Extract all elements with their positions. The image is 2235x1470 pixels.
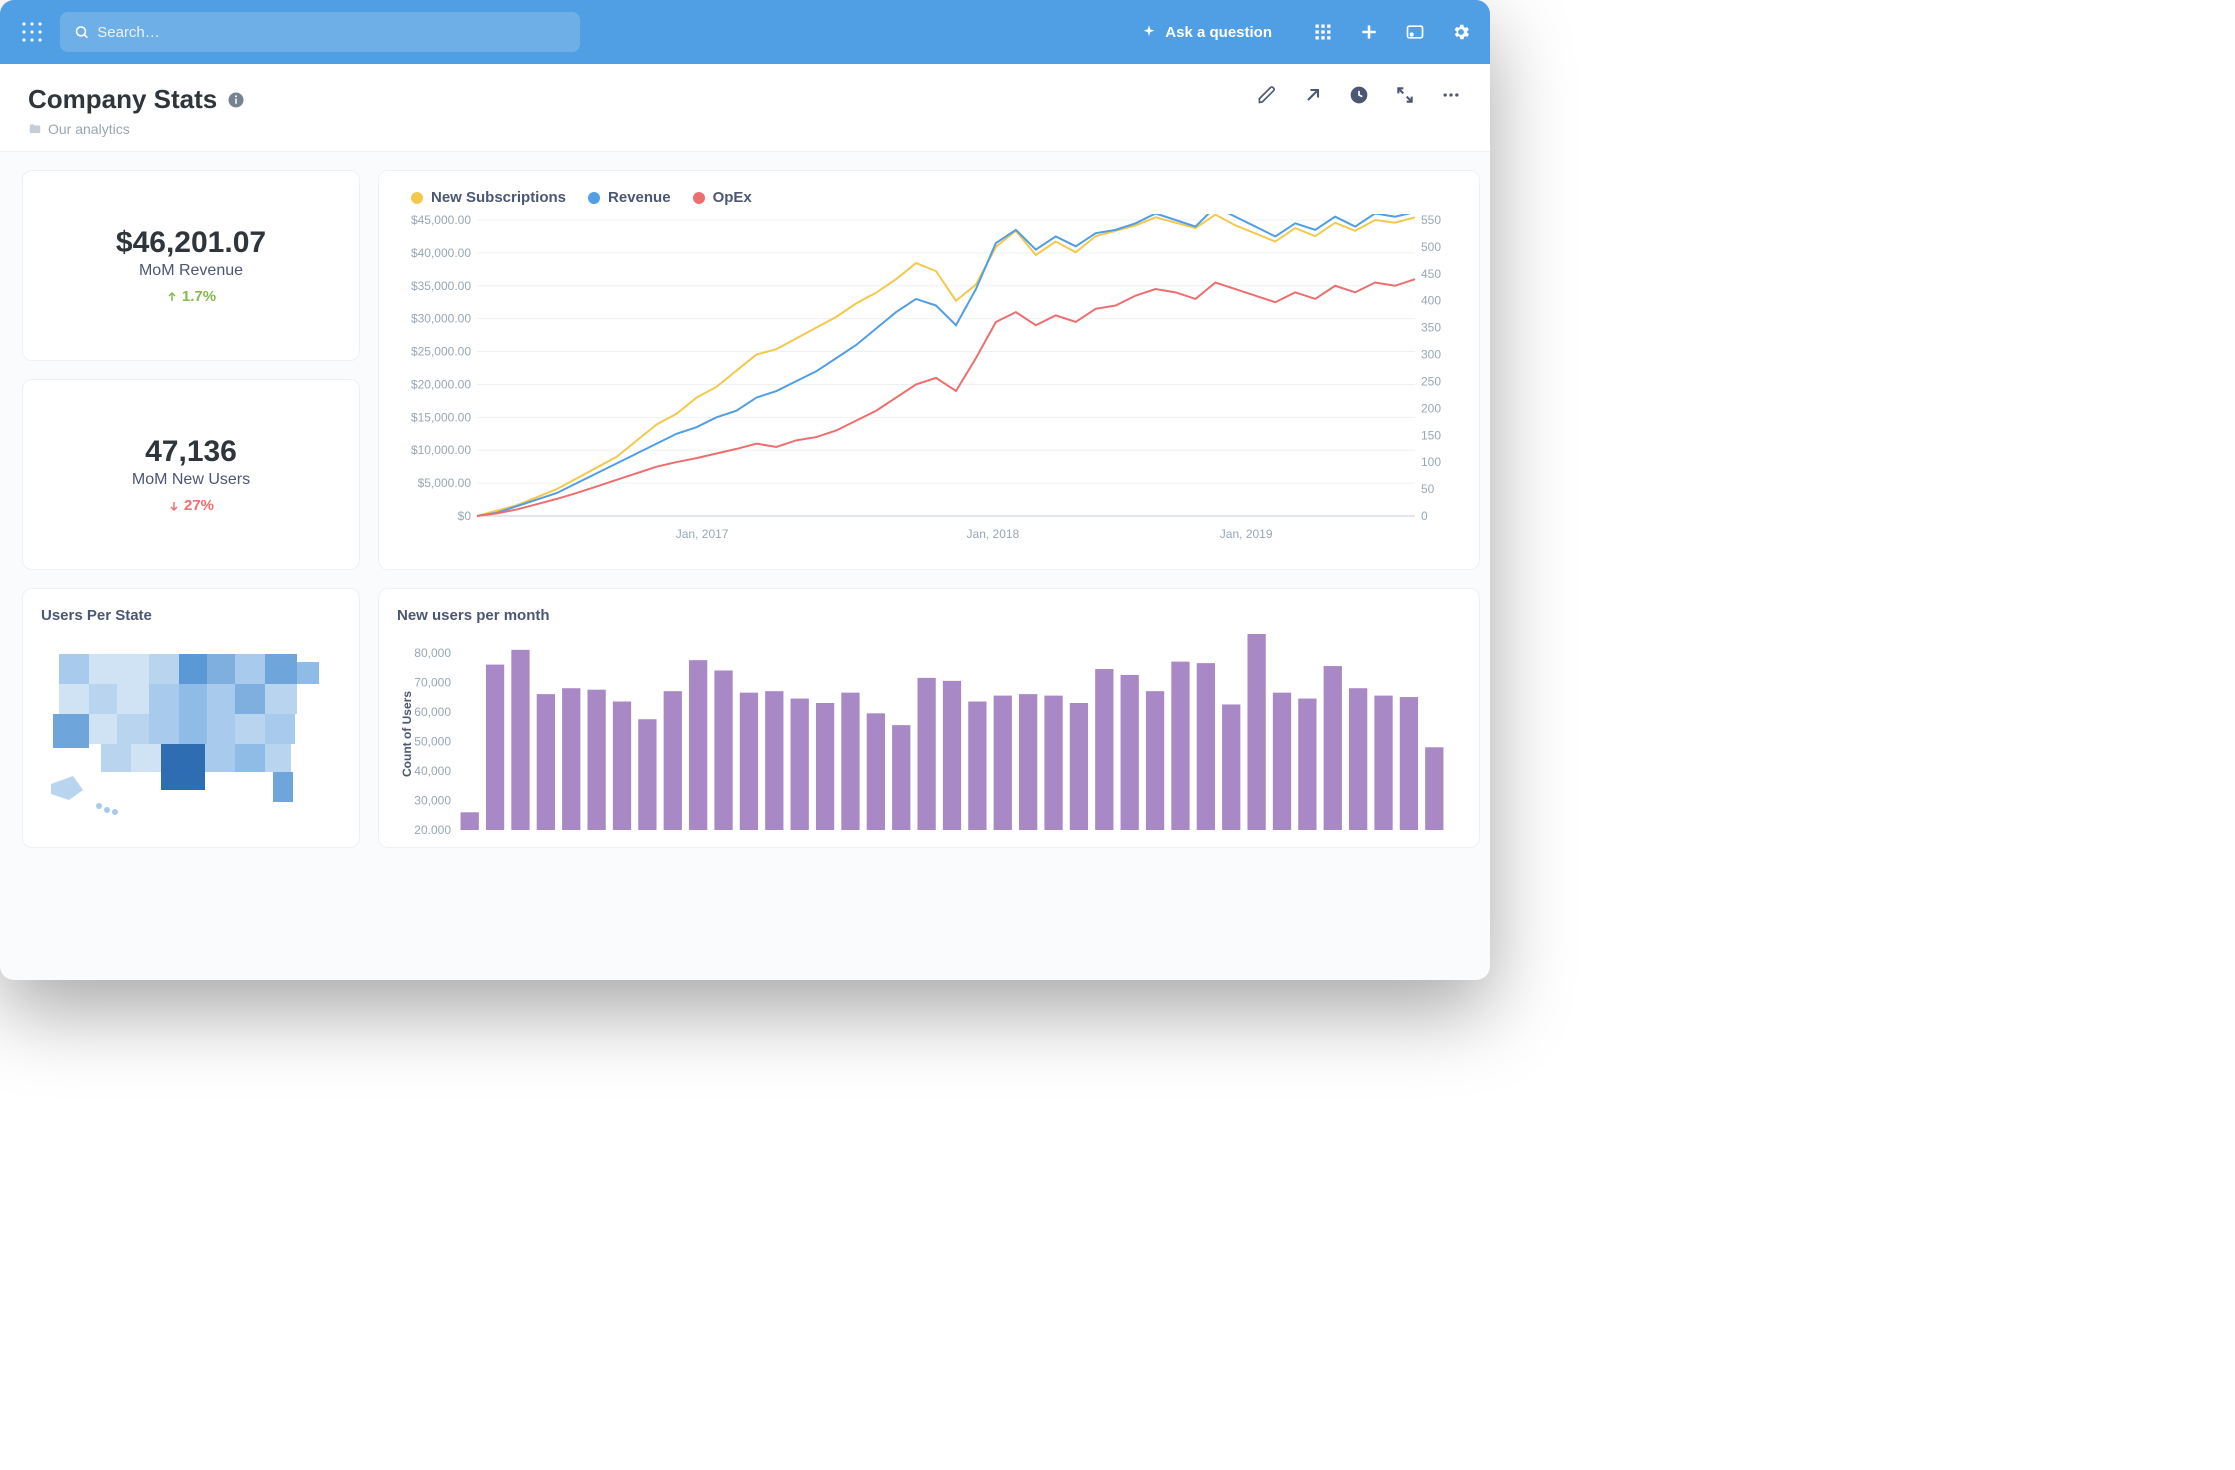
svg-text:$40,000.00: $40,000.00 xyxy=(411,246,471,260)
svg-text:$35,000.00: $35,000.00 xyxy=(411,279,471,293)
arrow-up-icon xyxy=(166,291,178,303)
breadcrumb[interactable]: Our analytics xyxy=(28,121,1256,137)
app-logo[interactable] xyxy=(18,18,46,46)
kpi-revenue-value: $46,201.07 xyxy=(116,226,266,260)
share-icon[interactable] xyxy=(1302,84,1324,106)
header-actions xyxy=(1256,84,1462,106)
edit-icon[interactable] xyxy=(1256,84,1278,106)
svg-text:Jan, 2017: Jan, 2017 xyxy=(676,527,729,541)
line-chart-card[interactable]: New Subscriptions Revenue OpEx $0 $5,000.00… xyxy=(378,170,1480,570)
svg-text:$45,000.00: $45,000.00 xyxy=(411,214,471,227)
svg-text:250: 250 xyxy=(1421,374,1441,388)
kpi-users-card[interactable]: 47,136 MoM New Users 27% xyxy=(22,379,360,570)
kpi-revenue-label: MoM Revenue xyxy=(139,262,243,280)
kpi-users-delta: 27% xyxy=(168,497,214,514)
topbar-icons xyxy=(1312,21,1472,43)
dashboard-grid: $46,201.07 MoM Revenue 1.7% 47,136 MoM N… xyxy=(0,152,1490,866)
add-icon[interactable] xyxy=(1358,21,1380,43)
fullscreen-icon[interactable] xyxy=(1394,84,1416,106)
svg-text:200: 200 xyxy=(1421,401,1441,415)
svg-text:Jan, 2019: Jan, 2019 xyxy=(1220,527,1273,541)
svg-text:50,000: 50,000 xyxy=(414,734,451,748)
svg-text:30,000: 30,000 xyxy=(414,793,451,807)
svg-text:Jan, 2018: Jan, 2018 xyxy=(967,527,1020,541)
line-chart: $0 $5,000.00 $10,000.00 $15,000.00 $20,000.0… xyxy=(399,214,1459,544)
arrow-down-icon xyxy=(168,500,180,512)
apps-icon[interactable] xyxy=(1312,21,1334,43)
kpi-users-label: MoM New Users xyxy=(132,471,250,489)
svg-text:$10,000.00: $10,000.00 xyxy=(411,443,471,457)
usa-map xyxy=(41,634,341,824)
line-chart-legend: New Subscriptions Revenue OpEx xyxy=(399,185,1459,214)
svg-text:$0: $0 xyxy=(458,509,472,523)
settings-icon[interactable] xyxy=(1450,21,1472,43)
breadcrumb-label: Our analytics xyxy=(48,121,130,137)
svg-text:20,000: 20,000 xyxy=(414,823,451,834)
svg-text:50: 50 xyxy=(1421,482,1435,496)
kpi-users-value: 47,136 xyxy=(145,435,237,469)
svg-text:$30,000.00: $30,000.00 xyxy=(411,312,471,326)
legend-item[interactable]: OpEx xyxy=(693,189,752,206)
kpi-revenue-card[interactable]: $46,201.07 MoM Revenue 1.7% xyxy=(22,170,360,361)
app-frame: Ask a question Company Stats xyxy=(0,0,1490,980)
page-title: Company Stats xyxy=(28,84,217,115)
dashboard-header: Company Stats Our analytics xyxy=(0,64,1490,152)
search-box[interactable] xyxy=(60,12,580,52)
svg-text:100: 100 xyxy=(1421,455,1441,469)
svg-text:550: 550 xyxy=(1421,214,1441,227)
users-per-state-title: Users Per State xyxy=(41,607,341,624)
svg-text:0: 0 xyxy=(1421,509,1428,523)
sparkle-icon xyxy=(1141,24,1157,40)
history-icon[interactable] xyxy=(1348,84,1370,106)
new-users-bar-title: New users per month xyxy=(397,607,1461,624)
kpi-column: $46,201.07 MoM Revenue 1.7% 47,136 MoM N… xyxy=(22,170,360,570)
svg-text:500: 500 xyxy=(1421,240,1441,254)
svg-text:$25,000.00: $25,000.00 xyxy=(411,345,471,359)
svg-text:300: 300 xyxy=(1421,348,1441,362)
search-input[interactable] xyxy=(97,24,566,41)
more-icon[interactable] xyxy=(1440,84,1462,106)
info-icon[interactable] xyxy=(227,91,245,109)
svg-text:150: 150 xyxy=(1421,428,1441,442)
ask-question-label: Ask a question xyxy=(1165,24,1272,41)
topbar: Ask a question xyxy=(0,0,1490,64)
svg-text:$20,000.00: $20,000.00 xyxy=(411,377,471,391)
svg-text:60,000: 60,000 xyxy=(414,705,451,719)
kpi-revenue-delta: 1.7% xyxy=(166,288,216,305)
svg-text:350: 350 xyxy=(1421,321,1441,335)
svg-text:400: 400 xyxy=(1421,294,1441,308)
svg-text:$15,000.00: $15,000.00 xyxy=(411,410,471,424)
search-icon xyxy=(74,24,89,40)
legend-item[interactable]: Revenue xyxy=(588,189,671,206)
legend-item[interactable]: New Subscriptions xyxy=(411,189,566,206)
svg-text:450: 450 xyxy=(1421,267,1441,281)
bar-chart: 20,000 30,000 40,000 50,000 60,000 70,000 80,0… xyxy=(397,634,1457,834)
new-users-bar-card[interactable]: New users per month 20,000 30,000 40,000 50… xyxy=(378,588,1480,848)
svg-text:$5,000.00: $5,000.00 xyxy=(418,476,472,490)
svg-text:80,000: 80,000 xyxy=(414,646,451,660)
svg-text:40,000: 40,000 xyxy=(414,764,451,778)
svg-text:Count of Users: Count of Users xyxy=(400,691,414,777)
collections-icon[interactable] xyxy=(1404,21,1426,43)
folder-icon xyxy=(28,122,42,136)
ask-question-button[interactable]: Ask a question xyxy=(1141,24,1272,41)
svg-text:70,000: 70,000 xyxy=(414,675,451,689)
users-per-state-card[interactable]: Users Per State xyxy=(22,588,360,848)
